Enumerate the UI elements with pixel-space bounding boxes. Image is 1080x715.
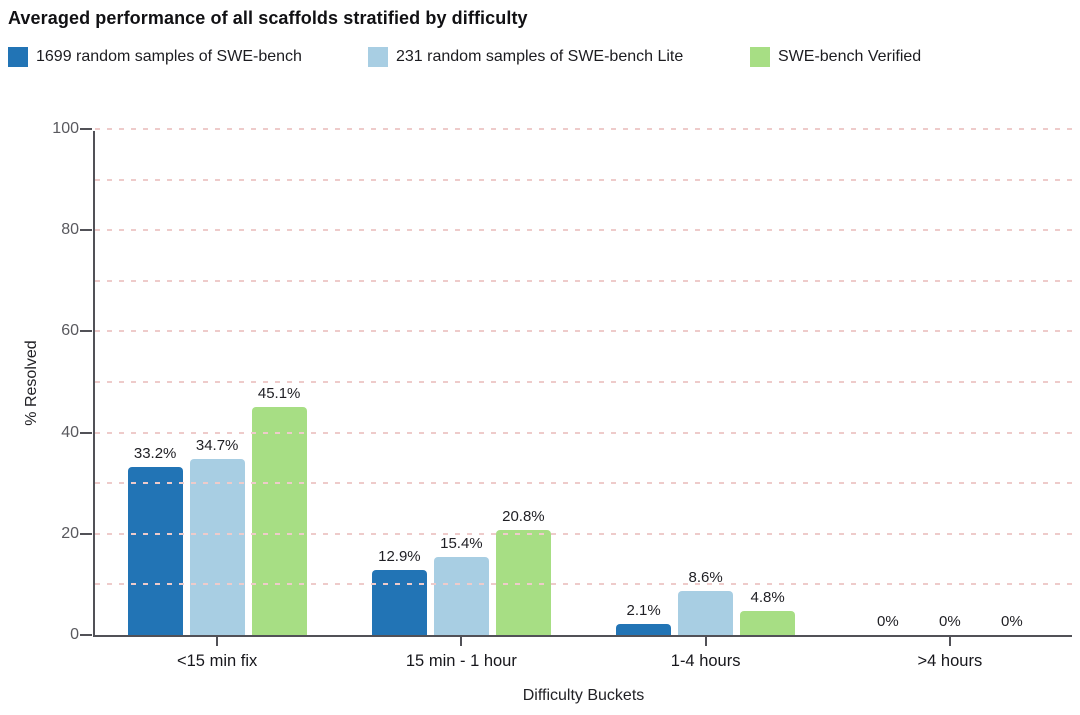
- x-tick-mark: [216, 637, 219, 646]
- legend: 1699 random samples of SWE-bench 231 ran…: [0, 47, 1080, 69]
- x-tick-mark: [948, 637, 951, 646]
- x-axis-title: Difficulty Buckets: [522, 687, 645, 704]
- bar-value-label: 45.1%: [257, 384, 301, 402]
- plot-area: % Resolved 33.2% 34.7% 45.1% <15 min fix 12.…: [23, 120, 1072, 704]
- bar-value-label: 12.9%: [378, 547, 421, 565]
- legend-item-swe-bench-verified: SWE-bench Verified: [750, 47, 921, 67]
- bar: 20.8%: [495, 508, 551, 635]
- legend-swatch-swe-bench-verified: [750, 47, 770, 67]
- bar: 45.1%: [251, 385, 307, 635]
- bar-group: 33.2% 34.7% 45.1% <15 min fix: [95, 131, 339, 670]
- bar-value-label: 0%: [939, 613, 961, 630]
- x-category-label: <15 min fix: [177, 652, 258, 670]
- x-category-label: 1-4 hours: [670, 652, 741, 670]
- bar: 34.7%: [189, 437, 245, 635]
- chart-title: Averaged performance of all scaffolds st…: [8, 8, 528, 28]
- bar-group: 2.1% 8.6% 4.8% 1-4 hours: [584, 131, 828, 670]
- x-category-label: >4 hours: [917, 652, 983, 670]
- y-tick-label: 100: [52, 120, 79, 137]
- legend-label-swe-bench-verified: SWE-bench Verified: [778, 48, 922, 65]
- y-tick-label: 0: [70, 626, 79, 643]
- gridline: [95, 128, 1072, 130]
- bar-value-label: 34.7%: [195, 437, 239, 455]
- bar-value-label: 4.8%: [750, 588, 785, 606]
- bar-value-label: 15.4%: [440, 535, 483, 553]
- y-tick-mark: [80, 431, 92, 434]
- bar: 33.2%: [127, 445, 183, 635]
- y-tick-mark: [80, 532, 92, 535]
- y-tick-mark: [80, 634, 92, 636]
- y-tick-label: 60: [61, 322, 79, 340]
- x-category-label: 15 min - 1 hour: [405, 652, 517, 670]
- y-tick-label: 80: [61, 221, 79, 239]
- bar: 2.1%: [616, 602, 672, 635]
- bar-value-label: 0%: [1001, 613, 1023, 630]
- y-tick-label: 40: [61, 423, 79, 441]
- bar-value-label: 0%: [877, 613, 899, 630]
- legend-item-swe-bench-lite: 231 random samples of SWE-bench Lite: [368, 47, 683, 67]
- x-tick-mark: [460, 637, 463, 646]
- legend-swatch-swe-bench-lite: [368, 47, 388, 67]
- legend-label-swe-bench: 1699 random samples of SWE-bench: [36, 48, 302, 65]
- bar-value-label: 20.8%: [502, 507, 545, 525]
- bar-group: 12.9% 15.4% 20.8% 15 min - 1 hour: [339, 131, 583, 670]
- bar-value-label: 33.2%: [133, 445, 177, 463]
- y-tick-mark: [80, 229, 92, 232]
- legend-label-swe-bench-lite: 231 random samples of SWE-bench Lite: [396, 48, 684, 65]
- legend-item-swe-bench: 1699 random samples of SWE-bench: [8, 47, 302, 67]
- y-tick-label: 20: [61, 524, 79, 542]
- bar-value-label: 2.1%: [626, 602, 661, 620]
- bar: 12.9%: [371, 548, 427, 635]
- y-tick-mark: [80, 330, 92, 333]
- y-tick-mark: [80, 128, 92, 130]
- bar-groups: 33.2% 34.7% 45.1% <15 min fix 12.9% 15.4% 20.8…: [95, 131, 1072, 670]
- bar-group: 0% 0% 0% >4 hours: [828, 131, 1072, 670]
- bar: 8.6%: [678, 569, 734, 635]
- y-axis-title: % Resolved: [23, 340, 40, 426]
- x-tick-mark: [704, 637, 707, 646]
- bar: 4.8%: [740, 589, 796, 635]
- bar-value-label: 8.6%: [688, 569, 723, 587]
- bar: 15.4%: [433, 535, 489, 635]
- legend-swatch-swe-bench: [8, 47, 28, 67]
